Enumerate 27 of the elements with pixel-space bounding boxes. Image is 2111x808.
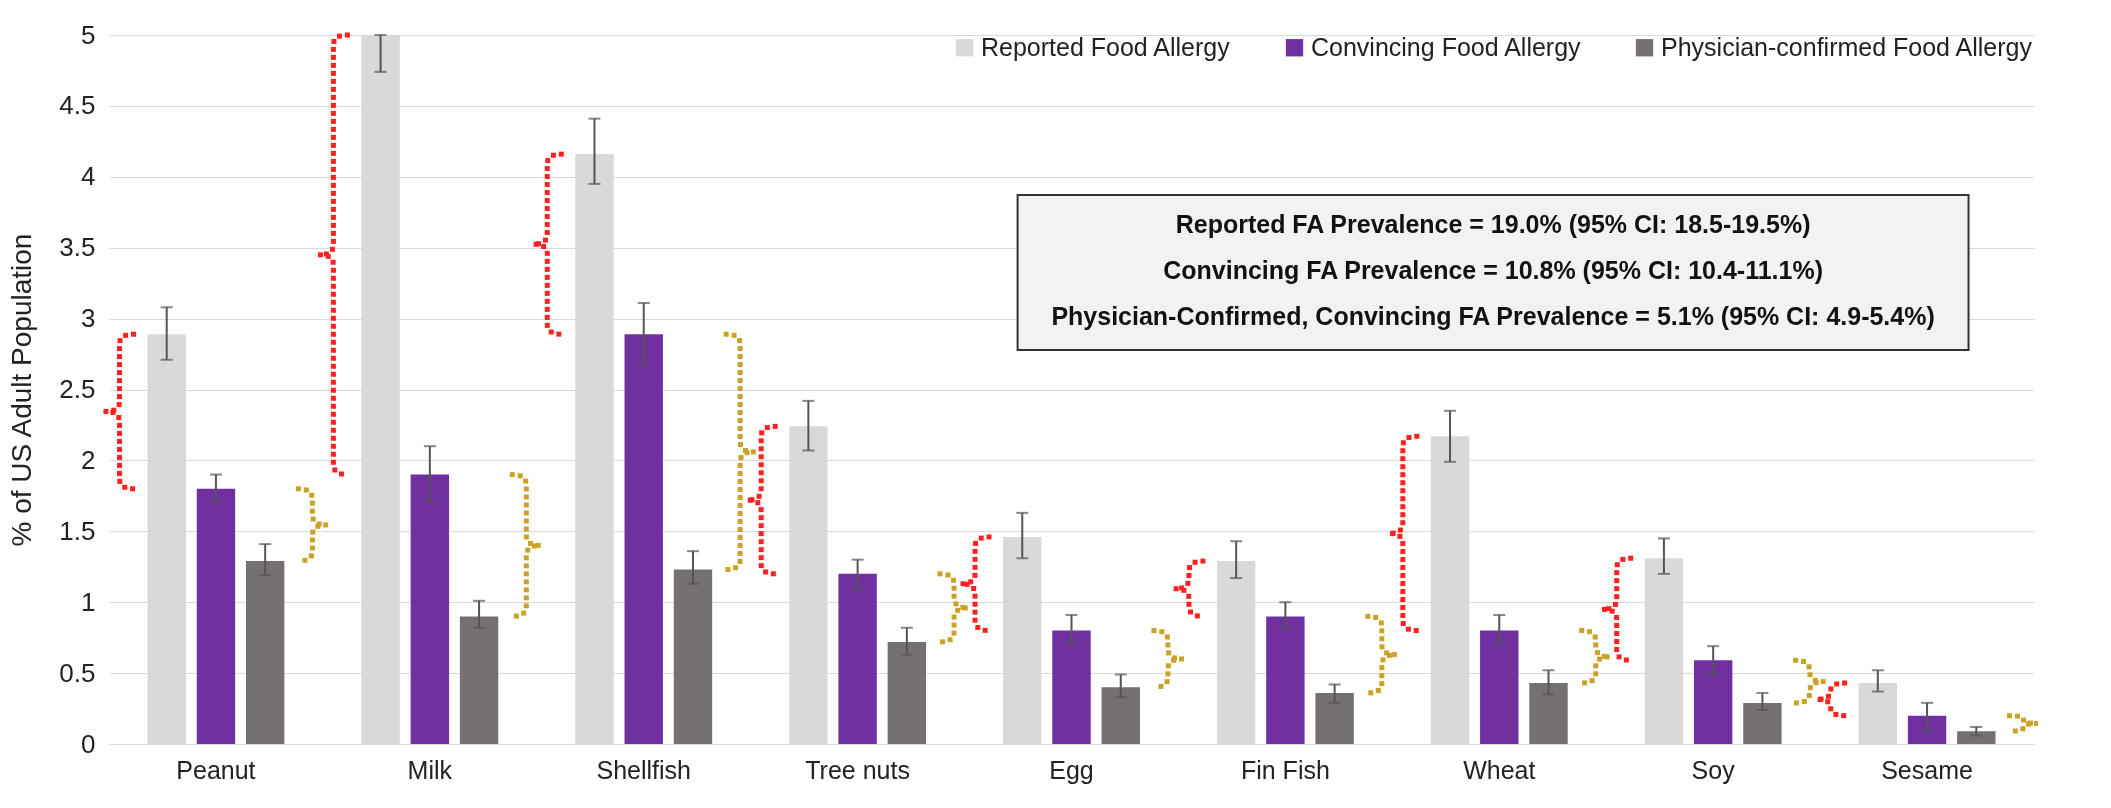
x-tick-label: Fin Fish — [1240, 755, 1330, 784]
legend-label: Reported Food Allergy — [981, 32, 1231, 61]
x-tick-label: Wheat — [1463, 755, 1536, 784]
x-tick-label: Sesame — [1881, 755, 1973, 784]
legend-label: Convincing Food Allergy — [1311, 32, 1582, 61]
x-tick-label: Tree nuts — [805, 755, 910, 784]
x-tick-label: Peanut — [176, 755, 256, 784]
y-tick-label: 2.5 — [59, 374, 96, 404]
x-tick-label: Shellfish — [596, 755, 691, 784]
y-tick-label: 3 — [81, 303, 96, 334]
y-tick-label: 2 — [81, 444, 96, 475]
y-tick-label: 4 — [81, 161, 96, 192]
x-tick-label: Egg — [1049, 755, 1094, 784]
y-tick-label: 0.5 — [59, 657, 96, 688]
y-tick-label: 1 — [81, 586, 96, 617]
annotation: Physician-Confirmed, Convincing FA Prevalence = 5.1% (95% CI: 4.9-5.4%) — [1051, 302, 1935, 330]
y-tick-label: 1.5 — [59, 515, 96, 546]
legend-label: Physician-confirmed Food Allergy — [1661, 32, 2033, 61]
x-tick-label: Milk — [407, 755, 453, 784]
annotation: Convincing FA Prevalence = 10.8% (95% CI: 10.4-11.1%) — [1163, 256, 1823, 284]
y-tick-label: 3.5 — [59, 232, 96, 263]
annotation: Reported FA Prevalence = 19.0% (95% CI: 18.5-19.5%) — [1175, 210, 1811, 238]
y-tick-label: 0 — [81, 728, 96, 759]
x-tick-label: Soy — [1691, 755, 1736, 784]
y-tick-label: 5 — [81, 19, 96, 50]
y-axis-title: % of US Adult Population — [6, 233, 38, 547]
y-tick-label: 4.5 — [59, 90, 96, 121]
